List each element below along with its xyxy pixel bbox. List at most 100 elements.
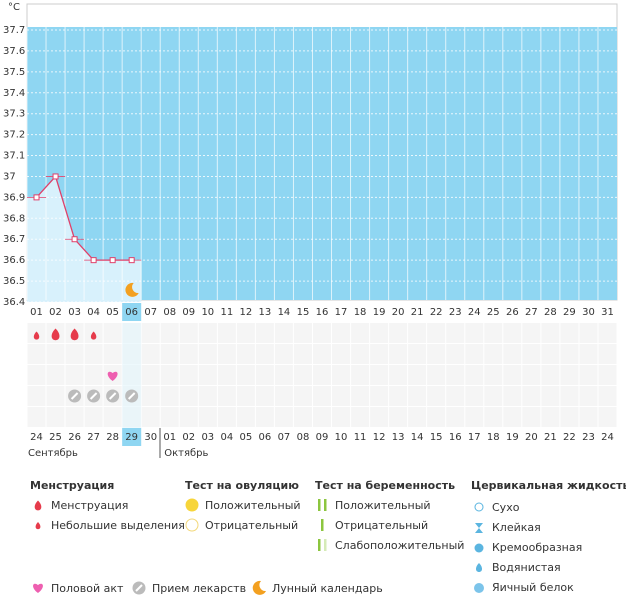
spotting-icon <box>90 331 97 340</box>
event-cell <box>560 386 579 406</box>
event-cell <box>141 344 160 364</box>
pill-stripe <box>127 392 136 400</box>
event-cell <box>332 344 351 364</box>
temp-point <box>52 173 59 180</box>
event-cell <box>103 407 122 427</box>
event-cell <box>217 386 236 406</box>
event-cell <box>312 386 332 406</box>
y-tick-label: 37 <box>3 171 16 182</box>
event-cell <box>370 323 389 343</box>
day-label: 03 <box>68 307 81 318</box>
legend-item: Яичный белок <box>492 581 574 594</box>
event-cell <box>332 386 351 406</box>
event-cell <box>293 407 312 427</box>
day-label: 21 <box>411 307 424 318</box>
day-label: 26 <box>506 307 519 318</box>
event-cell <box>427 386 446 406</box>
event-cell <box>160 344 179 364</box>
legend-title: Менструация <box>30 479 114 492</box>
y-tick-label: 36.8 <box>3 213 25 224</box>
event-cell <box>141 323 160 343</box>
day-label: 25 <box>487 307 500 318</box>
plot-area <box>27 27 617 300</box>
day-label: 13 <box>259 307 272 318</box>
legend-icon <box>474 583 484 593</box>
calendar-date: 29 <box>125 432 138 443</box>
event-cell <box>141 365 160 385</box>
day-label: 18 <box>354 307 367 318</box>
event-cell <box>160 407 179 427</box>
event-cell <box>446 386 465 406</box>
day-label: 30 <box>582 307 595 318</box>
legend-icon <box>321 519 324 531</box>
event-cell <box>27 344 46 364</box>
event-cell <box>389 323 408 343</box>
event-cell <box>179 323 198 343</box>
event-cell <box>255 365 274 385</box>
event-cell <box>389 407 408 427</box>
event-cell <box>598 365 617 385</box>
calendar-date: 24 <box>601 432 614 443</box>
legend-icon <box>318 499 321 511</box>
y-tick-label: 37.7 <box>3 25 25 36</box>
legend-item: Слабоположительный <box>335 539 464 552</box>
legend-icon <box>324 539 327 551</box>
day-label: 17 <box>335 307 348 318</box>
event-cell <box>503 407 522 427</box>
event-cell <box>312 323 332 343</box>
pill-stripe <box>70 392 79 400</box>
event-cell <box>370 386 389 406</box>
day-label: 29 <box>563 307 576 318</box>
event-cell <box>236 386 255 406</box>
y-tick-label: 37.6 <box>3 46 25 57</box>
event-cell <box>370 407 389 427</box>
y-tick-label: 37.5 <box>3 67 25 78</box>
event-cell <box>541 407 560 427</box>
event-cell <box>579 386 598 406</box>
event-cell <box>141 407 160 427</box>
event-cell <box>541 344 560 364</box>
day-label: 12 <box>240 307 253 318</box>
spotting-icon <box>33 331 40 340</box>
event-cell <box>503 323 522 343</box>
event-cell <box>274 386 293 406</box>
event-cell <box>84 344 103 364</box>
event-cell <box>27 386 46 406</box>
event-cell <box>236 407 255 427</box>
event-cell <box>65 407 84 427</box>
event-cell <box>46 344 65 364</box>
event-cell <box>484 365 503 385</box>
event-cell <box>217 344 236 364</box>
event-cell <box>351 344 370 364</box>
day-label: 08 <box>163 307 176 318</box>
event-cell <box>198 407 217 427</box>
day-label: 31 <box>601 307 614 318</box>
legend-item: Кремообразная <box>492 541 582 554</box>
event-cell <box>370 344 389 364</box>
calendar-date: 07 <box>278 432 291 443</box>
event-cell <box>274 323 293 343</box>
day-label: 27 <box>525 307 538 318</box>
event-cell <box>46 386 65 406</box>
y-tick-label: 37.1 <box>3 151 25 162</box>
legend-icon <box>318 539 321 551</box>
legend-icon <box>34 500 42 511</box>
event-cell <box>84 365 103 385</box>
event-cell <box>389 386 408 406</box>
legend-icon <box>474 502 484 512</box>
y-tick-label: 36.5 <box>3 276 25 287</box>
pill-stripe <box>89 392 98 400</box>
calendar-date: 24 <box>30 432 43 443</box>
event-cell <box>484 386 503 406</box>
legend-icon <box>474 543 484 553</box>
legend-icon <box>185 518 199 532</box>
legend-title: Тест на овуляцию <box>185 479 299 492</box>
event-cell <box>160 386 179 406</box>
event-cell <box>579 365 598 385</box>
calendar-date: 18 <box>487 432 500 443</box>
selected-day-bg <box>122 303 142 321</box>
event-cell <box>236 365 255 385</box>
selected-date-bg <box>122 428 142 446</box>
day-label: 04 <box>87 307 100 318</box>
event-cell <box>598 344 617 364</box>
